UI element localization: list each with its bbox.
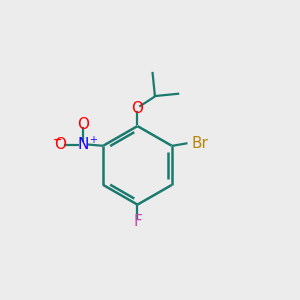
Text: Br: Br [191,136,208,151]
Text: O: O [77,117,89,132]
Text: −: − [53,134,62,145]
Text: O: O [131,101,143,116]
Text: +: + [88,135,97,146]
Text: O: O [54,137,66,152]
Text: N: N [78,137,89,152]
Text: F: F [133,214,142,230]
